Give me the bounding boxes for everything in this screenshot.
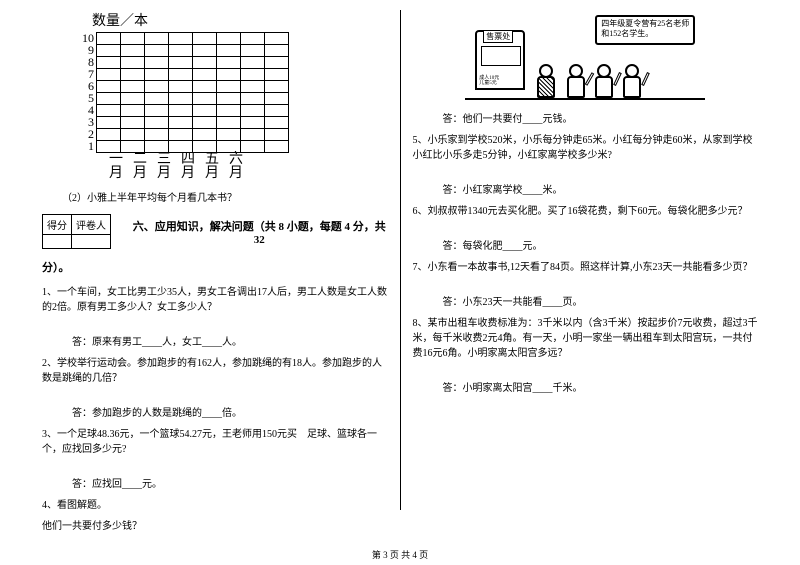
answer-3: 答：应找回____元。 xyxy=(72,475,388,490)
teacher-icon xyxy=(535,64,557,98)
bar-chart-grid: 数量／本 10 9 8 7 6 5 4 3 2 1 xyxy=(82,10,388,181)
answer-4: 答：他们一共要付____元钱。 xyxy=(443,110,759,125)
chart-grid xyxy=(96,32,289,153)
problem-1: 1、一个车间，女工比男工少35人，男女工各调出17人后，男工人数是女工人数的2倍… xyxy=(42,285,388,315)
x-axis: 一月 二月 三月 四月 五月 六月 xyxy=(104,153,388,181)
problem-4b: 他们一共要付多少钱？ xyxy=(42,519,388,534)
child-icon xyxy=(621,64,643,98)
y-axis: 10 9 8 7 6 5 4 3 2 1 xyxy=(82,32,94,152)
answer-8: 答：小明家离太阳宫____千米。 xyxy=(443,379,759,394)
answer-7: 答：小东23天一共能看____页。 xyxy=(443,293,759,308)
child-icon xyxy=(593,64,615,98)
section-title-cont: 分）。 xyxy=(42,259,388,275)
problem-4: 4、看图解题。 xyxy=(42,498,388,513)
answer-5: 答：小红家离学校____米。 xyxy=(443,181,759,196)
illustration: 售票处 成人10元儿童5元 四年级夏令营有25名老师和152名学生。 xyxy=(465,10,705,100)
problem-3: 3、一个足球48.36元，一个篮球54.27元，王老师用150元买 足球、篮球各… xyxy=(42,427,388,457)
page-footer: 第 3 页 共 4 页 xyxy=(0,548,800,561)
answer-2: 答：参加跑步的人数是跳绳的____倍。 xyxy=(72,404,388,419)
problem-8: 8、某市出租车收费标准为：3千米以内（含3千米）按起步价7元收费，超过3千米，每… xyxy=(413,316,759,361)
question-2: （2）小雅上半年平均每个月看几本书？ xyxy=(62,189,388,204)
problem-6: 6、刘叔叔带1340元去买化肥。买了16袋花费，剩下60元。每袋化肥多少元？ xyxy=(413,204,759,219)
child-icon xyxy=(565,64,587,98)
problem-2: 2、学校举行运动会。参加跑步的有162人，参加跳绳的有18人。参加跑步的人数是跳… xyxy=(42,356,388,386)
score-table: 得分 评卷人 xyxy=(42,214,111,249)
chart-title: 数量／本 xyxy=(92,10,388,30)
problem-7: 7、小东看一本故事书,12天看了84页。照这样计算,小东23天一共能看多少页？ xyxy=(413,260,759,275)
booth-price-text: 成人10元儿童5元 xyxy=(479,76,499,86)
grader-header: 评卷人 xyxy=(72,215,111,235)
answer-1: 答：原来有男工____人，女工____人。 xyxy=(72,333,388,348)
answer-6: 答：每袋化肥____元。 xyxy=(443,237,759,252)
left-column: 数量／本 10 9 8 7 6 5 4 3 2 1 xyxy=(30,10,400,530)
right-column: 售票处 成人10元儿童5元 四年级夏令营有25名老师和152名学生。 答：他们一… xyxy=(401,10,771,530)
problem-5: 5、小乐家到学校520米，小乐每分钟走65米。小红每分钟走60米，从家到学校小红… xyxy=(413,133,759,163)
sign-board: 四年级夏令营有25名老师和152名学生。 xyxy=(595,15,695,45)
section-title: 六、应用知识，解决问题（共 8 小题，每题 4 分，共 32 xyxy=(131,218,388,246)
score-header: 得分 xyxy=(43,215,72,235)
ticket-booth-icon: 售票处 成人10元儿童5元 xyxy=(475,30,525,90)
